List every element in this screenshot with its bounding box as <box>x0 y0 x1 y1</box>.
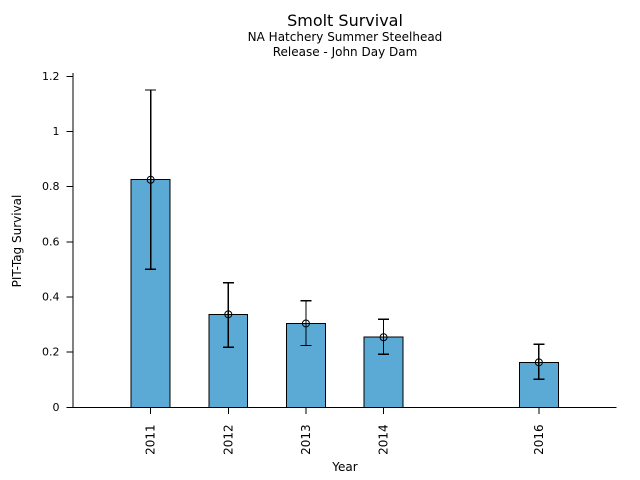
x-tick-label: 2013 <box>299 424 313 455</box>
data-point-marker-2012 <box>224 310 233 319</box>
y-axis-label: PIT-Tag Survival <box>10 194 24 288</box>
chart-subtitle-line1: NA Hatchery Summer Steelhead <box>247 30 443 44</box>
y-tick-label: 0.6 <box>42 235 60 248</box>
y-tick-label: 0 <box>53 401 60 414</box>
data-point-marker-2011 <box>146 175 155 184</box>
chart-header: Smolt Survival NA Hatchery Summer Steelh… <box>73 11 617 59</box>
x-tick-label: 2011 <box>144 424 158 455</box>
y-tick-label: 1.2 <box>42 70 60 83</box>
y-tick-label: 0.8 <box>42 180 60 193</box>
x-tick-label: 2012 <box>221 424 235 455</box>
x-tick-label: 2016 <box>532 424 546 455</box>
x-axis-label: Year <box>332 460 358 474</box>
data-point-marker-2013 <box>301 319 310 328</box>
y-tick-label: 1 <box>53 125 60 138</box>
data-point-marker-2014 <box>379 333 388 342</box>
y-tick-label: 0.2 <box>42 346 60 359</box>
x-tick-label: 2014 <box>377 424 391 455</box>
y-tick-label: 0.4 <box>42 290 60 303</box>
chart-subtitle-line2: Release - John Day Dam <box>272 44 418 59</box>
chart-title: Smolt Survival <box>287 11 403 30</box>
data-point-marker-2016 <box>534 358 543 367</box>
